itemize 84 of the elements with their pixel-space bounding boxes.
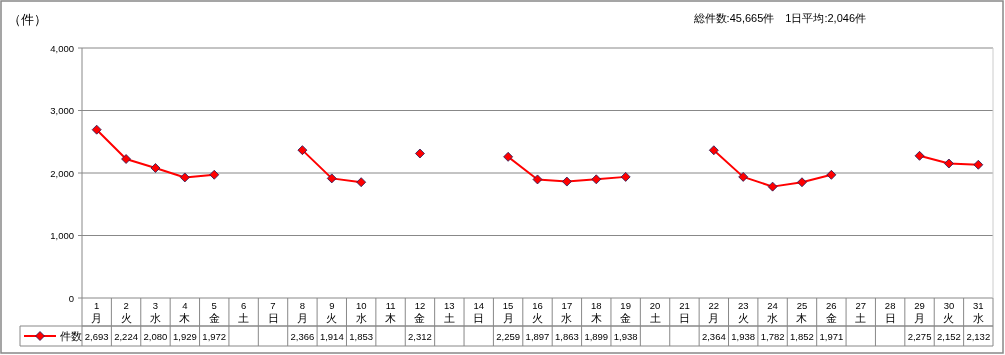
point <box>620 171 631 182</box>
data-label: 1,782 <box>760 331 785 342</box>
y-tick-label: 3,000 <box>50 105 74 116</box>
x-tick-label: 22 月 <box>708 300 720 324</box>
point <box>209 169 220 180</box>
x-tick-label: 15 月 <box>502 300 514 324</box>
data-label: 1,938 <box>613 331 638 342</box>
legend-label: 件数 <box>60 330 82 342</box>
text: 総件数:45,665件 1日平均:2,046件 <box>692 12 866 24</box>
x-tick-label: 11 木 <box>385 300 397 324</box>
x-tick-label: 27 土 <box>855 300 867 324</box>
data-label: 2,132 <box>966 331 991 342</box>
point <box>121 154 131 164</box>
point <box>561 176 572 187</box>
point <box>150 163 161 173</box>
point <box>297 145 308 156</box>
point <box>944 158 954 169</box>
data-label: 2,364 <box>701 331 726 342</box>
x-tick-label: 30 火 <box>943 300 955 324</box>
data-label: 2,366 <box>290 331 315 342</box>
x-tick-label: 9 火 <box>326 300 338 324</box>
x-tick-label: 28 日 <box>884 300 896 324</box>
x-tick-label: 18 木 <box>590 300 602 324</box>
point <box>914 150 925 161</box>
x-tick-label: 5 金 <box>208 300 220 324</box>
x-tick-label: 16 火 <box>532 300 543 324</box>
x-tick-label: 3 水 <box>149 300 161 324</box>
data-label: 1,938 <box>731 331 756 342</box>
x-tick-label: 1 月 <box>91 300 103 324</box>
x-tick-label: 13 土 <box>443 300 455 324</box>
y-axis-title: （件） <box>8 12 47 27</box>
data-label: 2,224 <box>114 331 138 342</box>
point <box>738 171 749 182</box>
x-tick-label: 7 日 <box>267 300 279 324</box>
data-label: 1,897 <box>525 331 550 342</box>
data-label: 1,899 <box>584 331 609 342</box>
x-tick-label: 29 月 <box>914 300 926 324</box>
x-tick-label: 4 木 <box>179 300 191 324</box>
y-tick-label: 2,000 <box>50 167 74 179</box>
x-tick-label: 10 水 <box>355 300 367 324</box>
x-tick-label: 12 金 <box>414 300 426 324</box>
data-label: 2,080 <box>143 331 168 342</box>
point <box>532 174 543 185</box>
legend: 件数 <box>23 330 82 342</box>
point <box>591 174 602 185</box>
x-tick-label: 14 日 <box>473 300 485 324</box>
data-label: 1,852 <box>790 331 814 342</box>
point <box>973 159 984 170</box>
data-label: 1,929 <box>172 331 197 342</box>
data-label: 2,152 <box>937 331 961 342</box>
data-label: 1,914 <box>319 331 344 342</box>
x-tick-label: 8 月 <box>296 300 308 324</box>
point <box>91 124 102 135</box>
data-label: 1,853 <box>349 331 374 342</box>
point <box>826 169 837 180</box>
x-tick-label: 31 水 <box>972 300 984 324</box>
point <box>415 148 425 159</box>
point <box>179 172 190 183</box>
x-tick-label: 24 水 <box>767 300 779 324</box>
x-tick-label: 6 土 <box>238 300 250 324</box>
point <box>797 177 807 188</box>
data-label: 2,259 <box>496 331 520 342</box>
x-tick-label: 20 土 <box>649 300 661 324</box>
x-tick-label: 17 水 <box>561 300 573 324</box>
point <box>326 173 337 184</box>
x-tick-label: 21 日 <box>678 300 690 324</box>
x-tick-label: 23 火 <box>737 300 749 324</box>
data-label: 1,972 <box>202 331 227 342</box>
y-tick-label: 4,000 <box>50 42 74 54</box>
point <box>503 151 514 162</box>
x-tick-label: 2 火 <box>120 300 132 324</box>
data-label: 2,693 <box>84 331 109 342</box>
data-label: 1,863 <box>555 331 579 342</box>
point <box>708 145 719 156</box>
y-tick-label: 1,000 <box>50 230 74 241</box>
x-tick-label: 26 金 <box>825 300 837 324</box>
data-label: 1,971 <box>819 331 844 342</box>
point <box>767 181 778 192</box>
point <box>356 177 367 188</box>
data-label: 2,275 <box>907 331 932 342</box>
y-tick-label: 0 <box>68 292 74 304</box>
x-tick-label: 19 金 <box>620 300 632 324</box>
data-label: 2,312 <box>408 331 432 342</box>
x-tick-label: 25 木 <box>796 300 808 324</box>
